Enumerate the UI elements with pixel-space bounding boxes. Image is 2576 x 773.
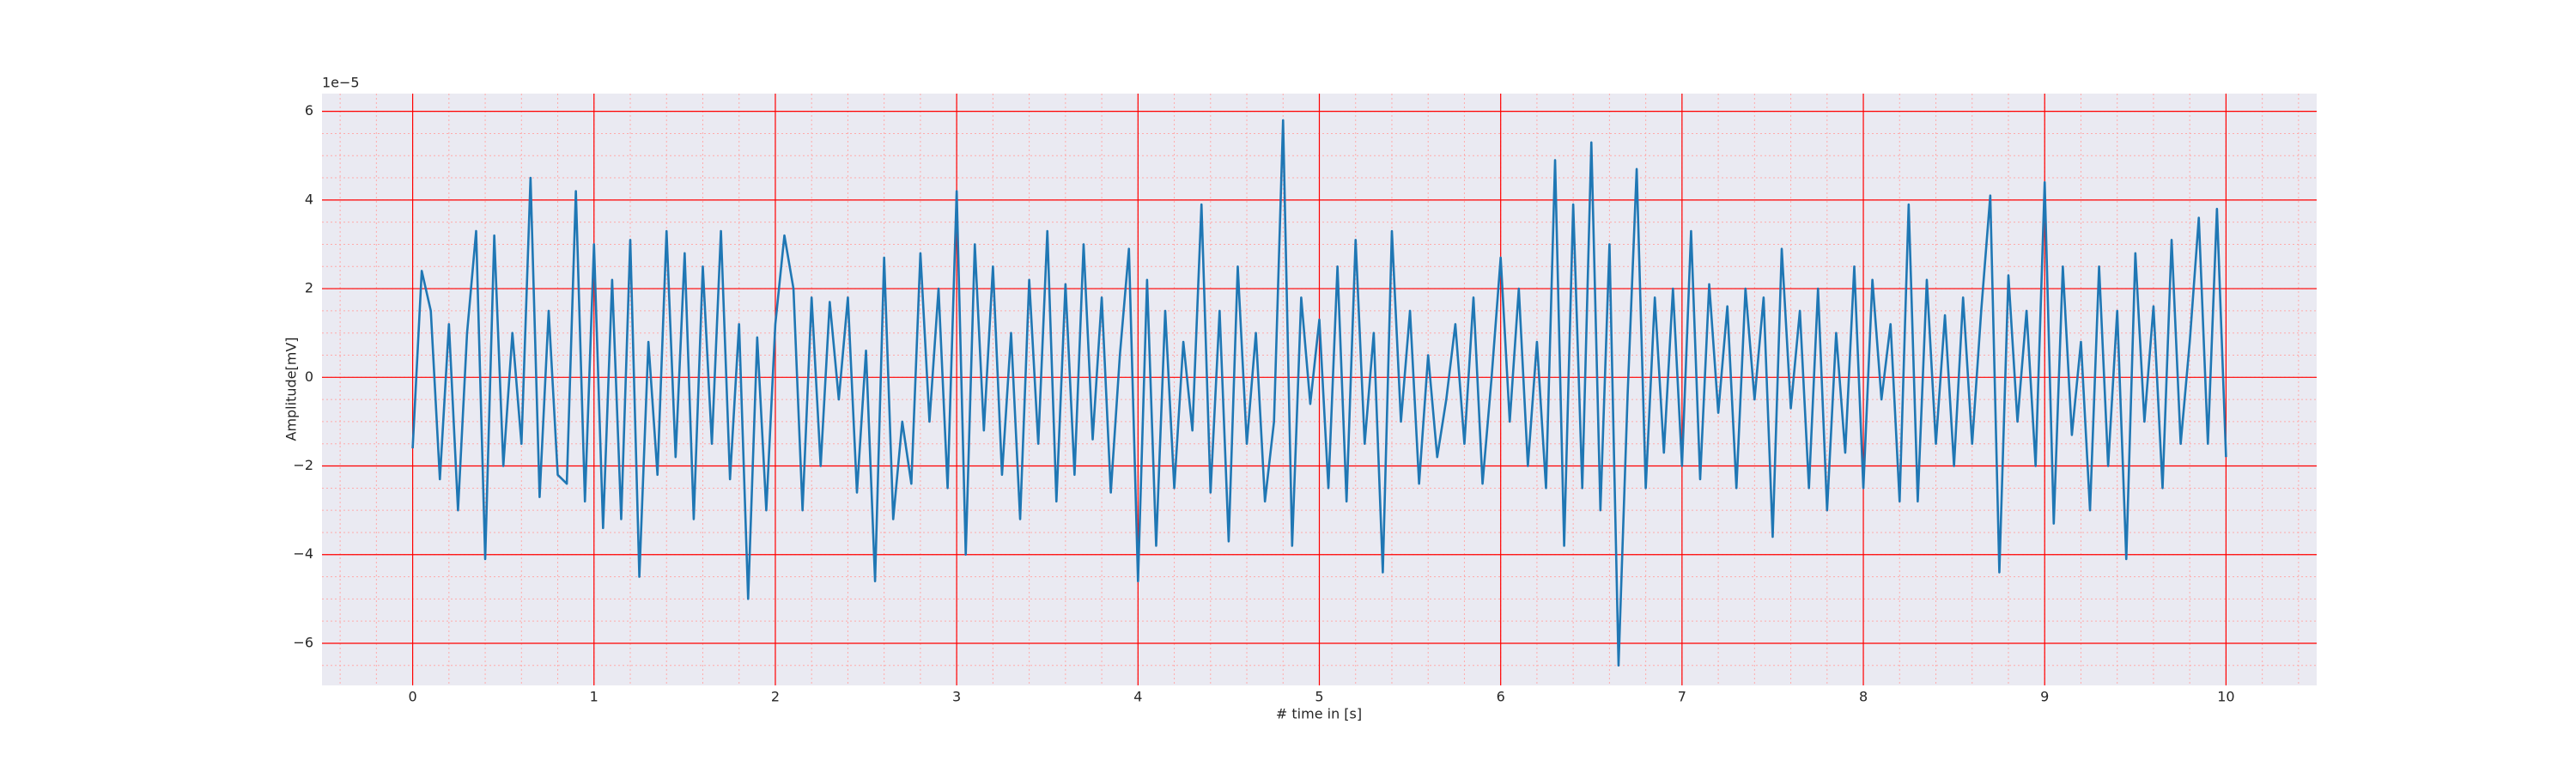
y-axis-label: Amplitude[mV] [283,337,300,441]
x-tick-label: 5 [1315,689,1323,705]
x-tick-label: 4 [1133,689,1142,705]
x-tick-label: 10 [2217,689,2234,705]
grid [322,94,2317,685]
x-tick-label: 3 [952,689,961,705]
x-tick-label: 0 [408,689,416,705]
y-tick-label: −4 [293,545,313,562]
y-tick-label: −2 [293,457,313,473]
marks [411,119,2227,667]
y-tick-label: −6 [293,634,313,650]
x-tick-label: 7 [1678,689,1686,705]
x-tick-label: 2 [771,689,780,705]
x-tick-label: 1 [590,689,598,705]
y-tick-label: 6 [305,102,313,119]
y-tick-label: 4 [305,191,313,207]
x-tick-label: 8 [1859,689,1868,705]
y-tick-label: 0 [305,368,313,385]
x-tick-label: 9 [2040,689,2049,705]
x-tick-label: 6 [1497,689,1505,705]
signal-line [411,119,2227,667]
x-axis-label: # time in [s] [1276,706,1362,722]
y-offset-label: 1e−5 [322,75,360,91]
y-tick-label: 2 [305,280,313,296]
